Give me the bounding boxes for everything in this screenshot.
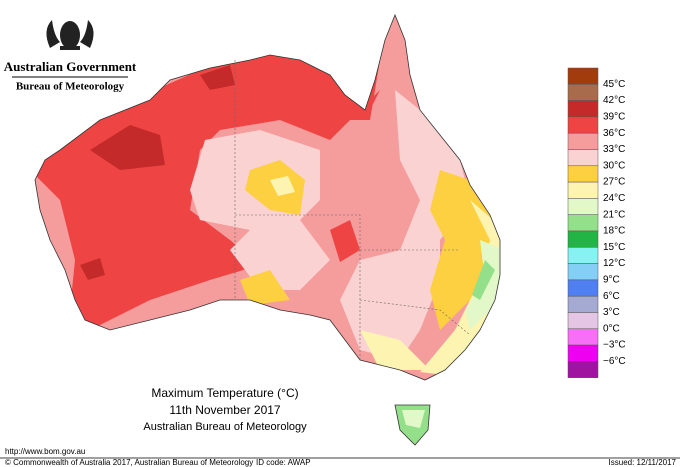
map-date: 11th November 2017 xyxy=(169,403,281,417)
footer-id: ID code: AWAP xyxy=(256,458,311,467)
legend-label: −3°C xyxy=(603,340,626,351)
legend-label: 21°C xyxy=(603,209,625,220)
crest xyxy=(46,20,94,50)
legend-label: 0°C xyxy=(603,323,620,334)
state-borders xyxy=(234,60,471,360)
legend-swatch xyxy=(567,230,599,248)
legend: 45°C 42°C 39°C 36°C 33°C 30°C 27°C 24°C 21°C 18°C… xyxy=(567,67,626,378)
tasmania-zone xyxy=(402,410,425,428)
legend-label: 42°C xyxy=(603,95,625,106)
legend-swatch xyxy=(567,100,599,118)
footer-url: http://www.bom.gov.au xyxy=(5,447,85,456)
legend-swatch xyxy=(567,279,599,297)
legend-label: 9°C xyxy=(603,275,620,286)
legend-swatch xyxy=(567,263,599,281)
agency-name: Bureau of Meteorology xyxy=(16,81,125,93)
legend-label: 27°C xyxy=(603,177,625,188)
gov-name: Australian Government xyxy=(4,59,137,74)
legend-label: 39°C xyxy=(603,112,625,123)
legend-label: 45°C xyxy=(603,79,625,90)
legend-label: 12°C xyxy=(603,258,625,269)
legend-swatch xyxy=(567,361,599,378)
legend-label: 30°C xyxy=(603,160,625,171)
legend-swatch xyxy=(567,165,599,183)
legend-label: −6°C xyxy=(603,356,626,367)
legend-swatch xyxy=(567,214,599,232)
legend-label: 33°C xyxy=(603,144,625,155)
legend-swatch xyxy=(567,149,599,167)
legend-label: 6°C xyxy=(603,291,620,302)
legend-swatch xyxy=(567,312,599,330)
legend-swatch xyxy=(567,328,599,346)
map-title: Maximum Temperature (°C) xyxy=(151,386,298,400)
legend-label: 18°C xyxy=(603,226,625,237)
legend-swatch xyxy=(567,116,599,134)
map-source: Australian Bureau of Meteorology xyxy=(143,421,307,433)
legend-swatch xyxy=(567,295,599,313)
legend-label: 15°C xyxy=(603,242,625,253)
legend-swatch xyxy=(567,84,599,101)
legend-swatch xyxy=(567,132,599,150)
legend-label: 3°C xyxy=(603,307,620,318)
coastline xyxy=(34,13,501,381)
legend-swatch xyxy=(567,67,599,85)
legend-swatch xyxy=(567,247,599,264)
legend-label: 24°C xyxy=(603,193,625,204)
footer-copyright: © Commonwealth of Australia 2017, Austra… xyxy=(5,458,253,467)
legend-swatch xyxy=(567,181,599,199)
legend-swatch xyxy=(567,344,599,362)
legend-swatch xyxy=(567,198,599,215)
footer-issued: Issued: 12/11/2017 xyxy=(609,458,677,467)
legend-label: 36°C xyxy=(603,128,625,139)
